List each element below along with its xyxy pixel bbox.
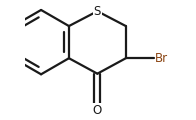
Text: S: S: [94, 5, 101, 18]
Text: Br: Br: [155, 52, 168, 65]
Text: O: O: [93, 104, 102, 117]
